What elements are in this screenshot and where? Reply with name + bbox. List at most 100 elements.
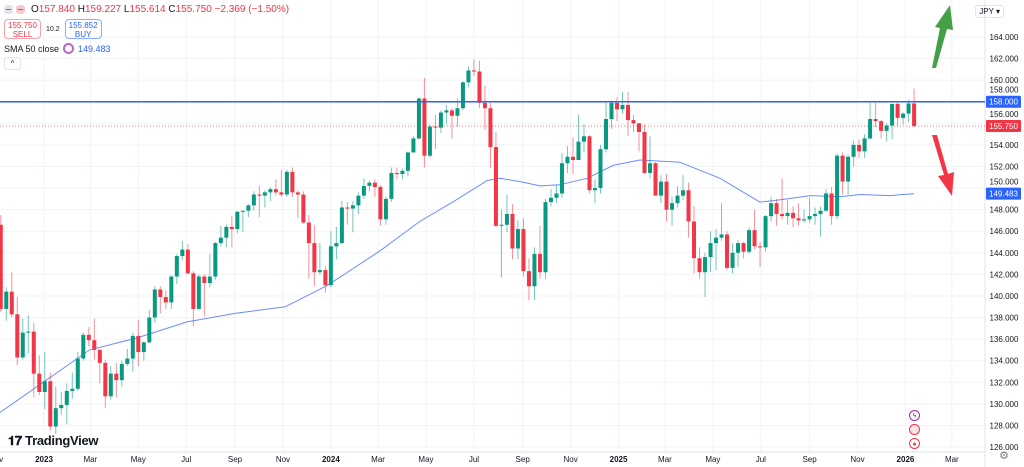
x-tick-label: Jul — [181, 455, 191, 464]
candle-body — [405, 152, 410, 171]
candle-body — [158, 289, 163, 298]
candle — [785, 199, 790, 225]
candle — [81, 332, 86, 361]
candle — [697, 247, 702, 279]
candle-body — [279, 192, 284, 195]
candle — [752, 209, 757, 250]
candle-body — [350, 205, 355, 209]
candle-body — [295, 192, 300, 195]
candle — [158, 286, 163, 314]
candle — [268, 186, 273, 202]
candle — [152, 286, 157, 323]
candle — [279, 169, 284, 197]
red-down-arrow — [932, 135, 954, 196]
candle — [521, 218, 526, 277]
y-tick-label: 138.000 — [990, 314, 1019, 323]
candle-body — [807, 216, 812, 220]
candle — [372, 179, 377, 197]
candle — [829, 186, 834, 225]
candle-body — [581, 136, 586, 142]
candle-body — [631, 120, 636, 124]
ohlc-values: O157.840 H159.227 L155.614 C155.750 −2.3… — [31, 4, 289, 15]
candle — [692, 206, 697, 274]
candle-body — [741, 243, 746, 252]
sell-button[interactable]: 155.750 SELL — [4, 19, 41, 39]
candle — [725, 231, 730, 271]
candle-body — [361, 185, 366, 196]
y-tick-label: 134.000 — [990, 357, 1019, 366]
candle — [504, 194, 509, 233]
sma-50-line — [0, 159, 915, 413]
candle-body — [873, 119, 878, 122]
candle — [884, 123, 889, 142]
candle-body — [284, 171, 289, 195]
candle — [427, 124, 432, 158]
y-tick-label: 162.000 — [990, 55, 1019, 64]
candle-body — [703, 257, 708, 273]
candle-body — [625, 104, 630, 121]
candle — [895, 102, 900, 127]
candle — [906, 99, 911, 123]
lightning-icon[interactable]: ϟ — [909, 410, 920, 421]
candle-body — [719, 234, 724, 238]
settings-gear-icon[interactable]: ⚙ — [999, 450, 1009, 462]
candle — [460, 81, 465, 111]
y-tick-label: 152.000 — [990, 162, 1019, 171]
candle-body — [609, 102, 614, 120]
candle — [328, 231, 333, 288]
indicator-name[interactable]: SMA 50 close — [4, 43, 60, 54]
x-tick-label: Nov — [0, 455, 3, 464]
x-tick-label: 2023 — [35, 455, 53, 464]
candle-body — [648, 163, 653, 173]
currency-dropdown[interactable]: JPY ▾ — [975, 5, 1004, 18]
candle — [119, 360, 124, 387]
candle — [642, 124, 647, 175]
chevron-up-icon[interactable]: ^ — [4, 57, 21, 70]
y-tick-label: 158.000 — [990, 86, 1019, 95]
change-value: −2.369 (−1.50%) — [214, 3, 290, 15]
x-tick-label: Mar — [83, 455, 97, 464]
candle-body — [328, 246, 333, 286]
buy-button[interactable]: 155.852 BUY — [64, 19, 102, 39]
candle-body — [857, 144, 862, 152]
candle — [48, 372, 53, 431]
y-tick-label: 144.000 — [990, 249, 1019, 258]
candle — [835, 153, 840, 220]
resistance-price-label: 158.000 — [989, 98, 1018, 107]
candle-body — [240, 210, 245, 212]
sell-price: 155.750 — [8, 21, 37, 30]
x-tick-label: May — [418, 455, 433, 464]
y-tick-label: 154.000 — [990, 141, 1019, 150]
x-tick-label: Jul — [756, 455, 766, 464]
candle-body — [147, 317, 152, 343]
y-tick-label: 130.000 — [990, 400, 1019, 409]
green-up-arrow — [932, 5, 953, 68]
candle-body — [323, 270, 328, 286]
candle-body — [868, 119, 873, 139]
candle-body — [312, 243, 317, 273]
candle — [169, 275, 174, 309]
candle-body — [86, 334, 91, 341]
candle-body — [372, 182, 377, 187]
currency-label: JPY — [979, 7, 994, 16]
candle — [224, 224, 229, 248]
candle — [449, 108, 454, 139]
candle — [818, 206, 823, 237]
candle-body — [642, 131, 647, 173]
jp-flag-event-icon[interactable]: ● — [909, 438, 920, 449]
candle — [141, 341, 146, 361]
candle — [686, 182, 691, 238]
candle-body — [576, 141, 581, 161]
candle-body — [752, 230, 757, 247]
candle — [229, 216, 234, 248]
candle — [670, 196, 675, 226]
us-flag-event-icon[interactable] — [909, 424, 920, 435]
symbol-toggle-icon[interactable] — [4, 4, 13, 14]
candle-body — [345, 207, 350, 209]
candle-body — [224, 226, 229, 238]
candle-body — [697, 258, 702, 273]
candle-body — [301, 194, 306, 223]
candle-body — [394, 172, 399, 175]
symbol-menu-icon[interactable] — [16, 4, 25, 14]
